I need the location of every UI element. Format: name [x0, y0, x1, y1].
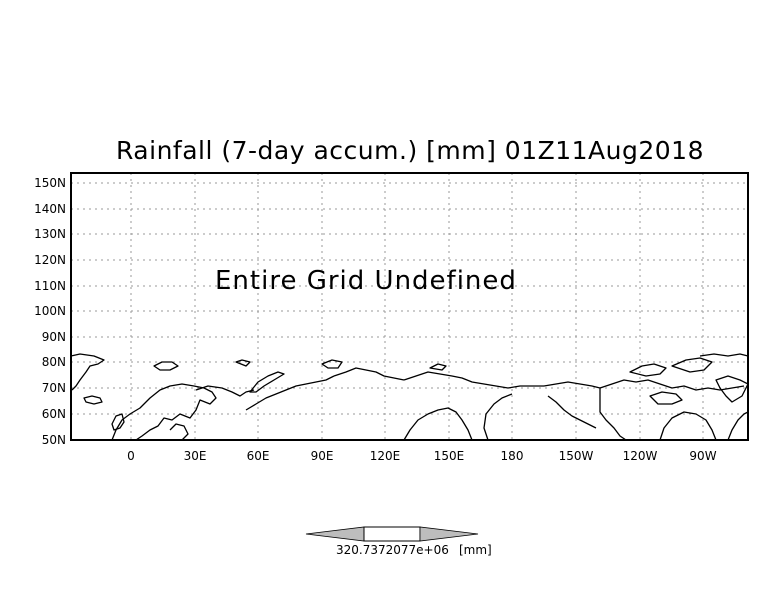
coast-canada-north: [599, 379, 745, 391]
lat-label-110n: 110N: [34, 279, 66, 293]
coast-norway: [111, 383, 217, 441]
coast-baffin: [715, 375, 749, 403]
coast-arctic-islands-2: [671, 357, 713, 373]
coast-baltic: [169, 423, 189, 441]
graticule: [71, 173, 748, 440]
coast-kola: [195, 385, 255, 397]
coast-greenland: [70, 353, 105, 391]
colorbar-value-label: 320.7372077e+06: [336, 543, 449, 557]
lon-label-90w: 90W: [689, 449, 716, 463]
coastlines: [70, 353, 749, 441]
coast-novaya-zemlya: [249, 371, 285, 393]
coast-kamchatka: [483, 393, 513, 441]
coast-new-siberian: [429, 363, 447, 371]
lon-label-180: 180: [501, 449, 524, 463]
lon-label-150e: 150E: [434, 449, 465, 463]
lon-label-120e: 120E: [370, 449, 401, 463]
map-title: Rainfall (7-day accum.) [mm] 01Z11Aug201…: [115, 136, 704, 165]
colorbar-box: [363, 526, 421, 542]
colorbar: [305, 526, 479, 542]
lat-axis: 150N 140N 130N 120N 110N 100N 90N 80N 70…: [34, 176, 66, 447]
coast-severnaya: [321, 359, 343, 369]
coast-alaska-west: [547, 395, 597, 429]
lat-label-50n: 50N: [42, 433, 66, 447]
colorbar-left-arrow: [305, 526, 365, 542]
coast-taymyr: [333, 367, 405, 381]
lat-label-80n: 80N: [42, 355, 66, 369]
coast-okhotsk: [403, 407, 473, 441]
coast-iceland: [83, 395, 103, 405]
colorbar-right-arrow: [419, 526, 479, 542]
lon-label-90e: 90E: [311, 449, 334, 463]
coast-labrador: [727, 411, 749, 441]
coast-siberia-west: [245, 375, 335, 411]
lat-label-90n: 90N: [42, 330, 66, 344]
lat-label-100n: 100N: [34, 304, 66, 318]
colorbar-unit-label: [mm]: [459, 543, 492, 557]
coast-arctic-islands-1: [629, 363, 667, 377]
coast-alaska: [543, 381, 627, 441]
lat-label-60n: 60N: [42, 407, 66, 421]
coast-svalbard: [153, 361, 179, 371]
lat-label-150n: 150N: [34, 176, 66, 190]
lat-label-140n: 140N: [34, 202, 66, 216]
coast-uk: [111, 413, 125, 431]
lat-label-70n: 70N: [42, 381, 66, 395]
coast-arctic-islands-3: [699, 353, 749, 357]
lon-label-60e: 60E: [247, 449, 270, 463]
lon-label-120w: 120W: [623, 449, 658, 463]
coast-hudson: [659, 411, 717, 441]
lon-label-30e: 30E: [184, 449, 207, 463]
undefined-grid-message: Entire Grid Undefined: [215, 266, 517, 296]
lat-label-120n: 120N: [34, 253, 66, 267]
lon-label-0: 0: [127, 449, 135, 463]
coast-siberia-east: [403, 371, 544, 389]
map-frame: [70, 172, 749, 441]
lat-label-130n: 130N: [34, 227, 66, 241]
coast-victoria: [649, 391, 683, 405]
lon-axis: 0 30E 60E 90E 120E 150E 180 150W 120W 90…: [127, 449, 717, 463]
lon-label-150w: 150W: [559, 449, 594, 463]
coast-franz-josef: [235, 359, 251, 367]
